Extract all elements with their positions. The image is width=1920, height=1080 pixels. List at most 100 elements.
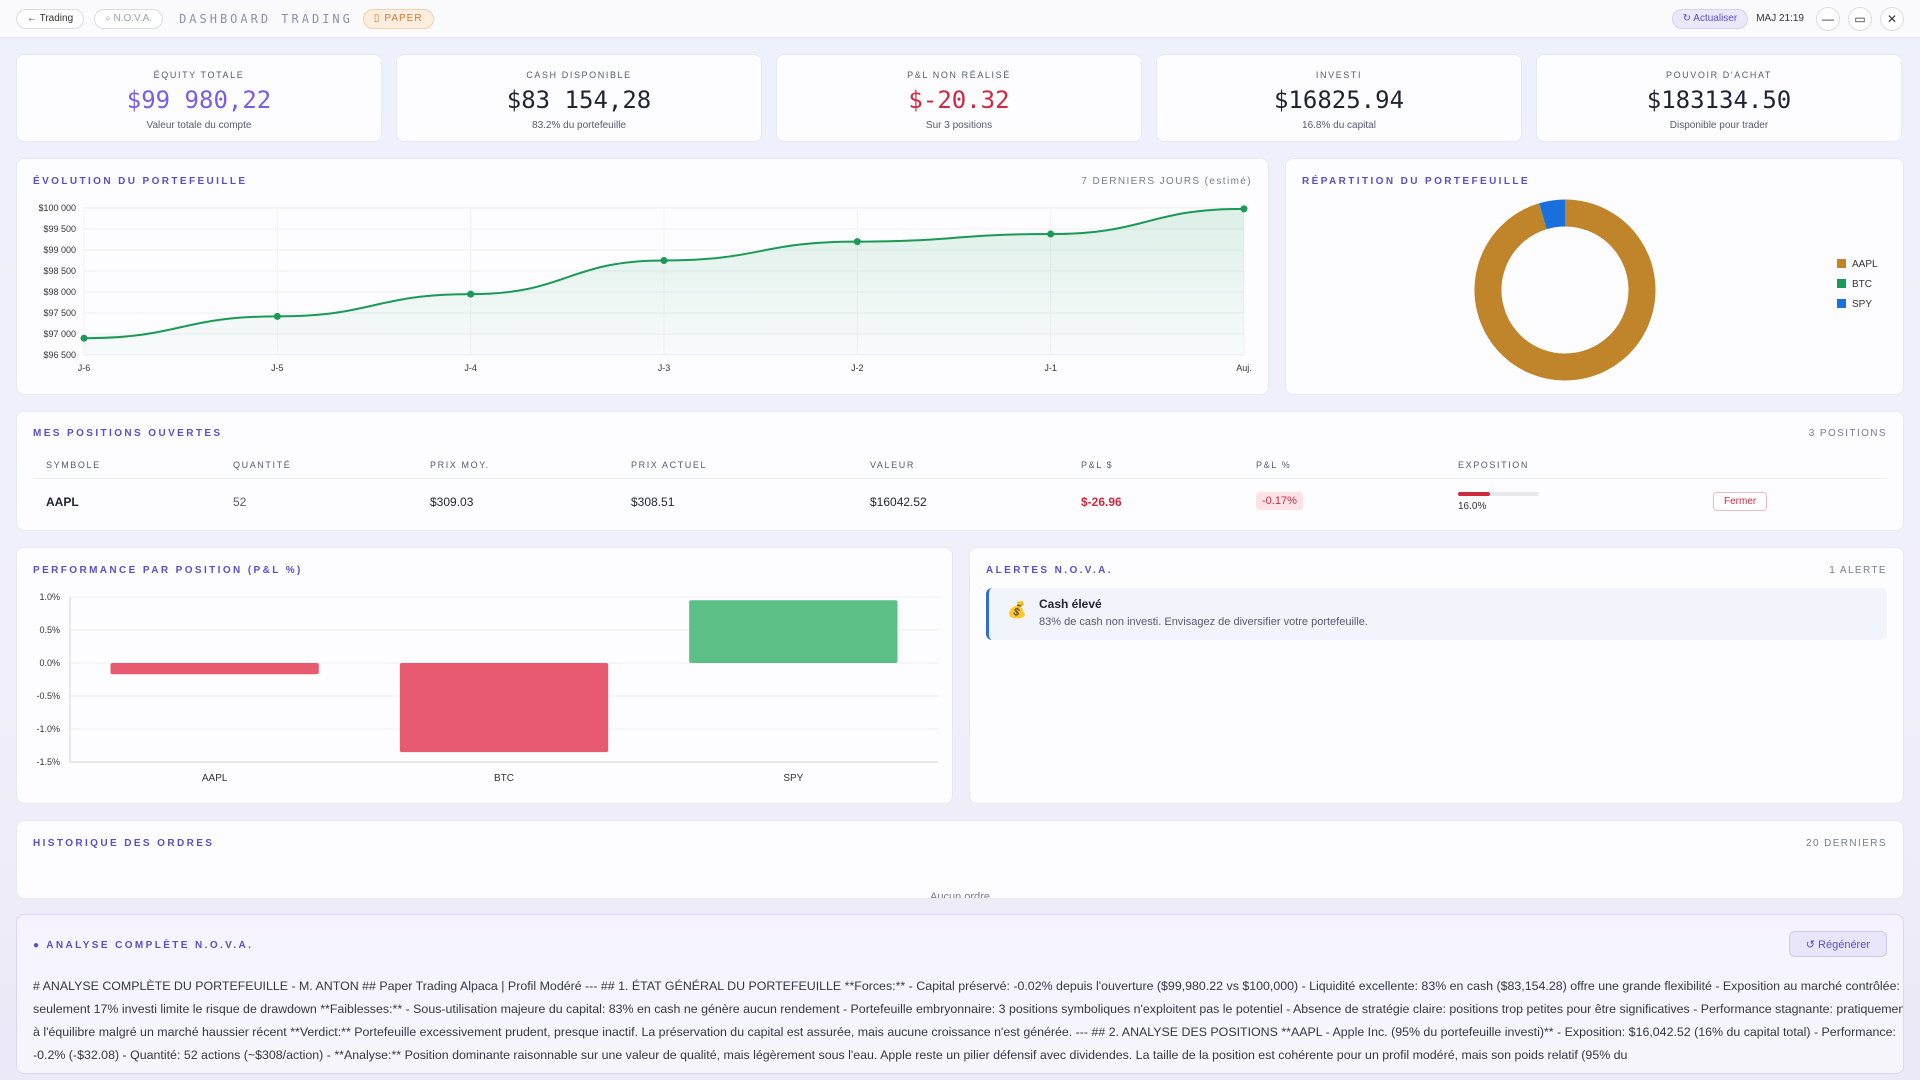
y-tick-label: $96 500 — [43, 350, 76, 360]
data-point — [1047, 230, 1055, 238]
app-title: DASHBOARD TRADING — [179, 11, 353, 26]
row-pnl: $-26.96 — [1081, 495, 1122, 509]
kpi-value: $183134.50 — [1646, 86, 1792, 114]
document-icon: ▯ — [373, 13, 381, 24]
section-range: 7 DERNIERS JOURS (estimé) — [1081, 176, 1252, 187]
x-tick-label: J-4 — [464, 363, 477, 373]
section-title: RÉPARTITION DU PORTEFEUILLE — [1302, 176, 1530, 187]
row-pnl-pct: -0.17% — [1256, 492, 1303, 510]
exposure-bar — [1458, 492, 1539, 496]
x-tick-label: J-3 — [658, 363, 671, 373]
row-exposure: 16.0% — [1458, 501, 1487, 512]
col-quantity: QUANTITÉ — [233, 460, 292, 470]
row-current-price: $308.51 — [631, 495, 675, 509]
analysis-text: # ANALYSE COMPLÈTE DU PORTEFEUILLE - M. … — [33, 979, 1904, 1062]
y-tick-label: -1.5% — [36, 757, 60, 767]
y-tick-label: $97 000 — [43, 329, 76, 339]
portfolio-evolution-card: ÉVOLUTION DU PORTEFEUILLE 7 DERNIERS JOU… — [16, 158, 1269, 395]
refresh-label: ↻ Actualiser — [1682, 13, 1738, 24]
bar-aapl — [110, 663, 319, 675]
kpi-label: POUVOIR D'ACHAT — [1665, 70, 1773, 80]
kpi-value: $16825.94 — [1273, 86, 1405, 114]
section-title: ● ANALYSE COMPLÈTE N.O.V.A. — [33, 940, 254, 951]
alerts-count: 1 ALERTE — [1829, 565, 1887, 576]
section-title: HISTORIQUE DES ORDRES — [33, 838, 215, 849]
maximize-button[interactable]: ▭ — [1848, 6, 1872, 31]
close-position-button[interactable]: Fermer — [1713, 492, 1768, 511]
alert-text: 83% de cash non investi. Envisagez de di… — [1039, 616, 1368, 628]
kpi-sub: 83.2% du portefeuille — [532, 120, 626, 131]
last-update: MAJ 21:19 — [1756, 13, 1804, 24]
kpi-sub: Disponible pour trader — [1669, 120, 1769, 131]
kpi-buying-power: POUVOIR D'ACHAT $183134.50 Disponible po… — [1536, 54, 1902, 142]
row-quantity: 52 — [233, 495, 247, 509]
alerts-card: ALERTES N.O.V.A. 1 ALERTE 💰 Cash élevé 8… — [969, 547, 1904, 804]
nova-search-button[interactable]: ⌕ N.O.V.A. — [94, 8, 164, 29]
x-tick-label: AAPL — [202, 773, 228, 784]
money-bag-icon: 💰 — [1007, 602, 1027, 619]
y-tick-label: -1.0% — [36, 724, 60, 734]
y-tick-label: 1.0% — [39, 592, 60, 602]
legend-label: AAPL — [1852, 259, 1878, 270]
kpi-value: $83 154,28 — [506, 86, 652, 114]
kpi-label: CASH DISPONIBLE — [526, 70, 632, 80]
x-tick-label: J-1 — [1044, 363, 1057, 373]
y-tick-label: $97 500 — [43, 308, 76, 318]
row-symbol: AAPL — [46, 495, 79, 509]
orders-history-card: HISTORIQUE DES ORDRES 20 DERNIERS Aucun … — [16, 820, 1904, 899]
refresh-button[interactable]: ↻ Actualiser — [1671, 8, 1749, 29]
open-positions-card: MES POSITIONS OUVERTES 3 POSITIONS SYMBO… — [16, 411, 1904, 531]
alert-item[interactable]: 💰 Cash élevé 83% de cash non investi. En… — [986, 588, 1887, 640]
kpi-sub: Valeur totale du compte — [146, 120, 252, 131]
legend-swatch — [1837, 259, 1846, 268]
section-title: PERFORMANCE PAR POSITION (P&L %) — [33, 565, 303, 576]
legend-swatch — [1837, 279, 1846, 288]
col-pnl-pct: P&L % — [1256, 460, 1292, 470]
pie-slice-aapl — [1474, 199, 1656, 381]
kpi-label: INVESTI — [1315, 70, 1363, 80]
maximize-icon: ▭ — [1854, 11, 1866, 26]
x-tick-label: BTC — [494, 773, 514, 784]
top-bar: ← Trading ⌕ N.O.V.A. DASHBOARD TRADING ▯… — [0, 0, 1920, 38]
table-divider — [33, 478, 1887, 479]
minimize-button[interactable]: — — [1816, 6, 1840, 31]
x-tick-label: J-2 — [851, 363, 864, 373]
data-point — [273, 312, 281, 320]
series-area — [84, 208, 1244, 355]
alert-title: Cash élevé — [1039, 597, 1102, 611]
kpi-value: $-20.32 — [908, 86, 1010, 114]
kpi-equity: ÉQUITY TOTALE $99 980,22 Valeur totale d… — [16, 54, 382, 142]
evolution-chart: $100 000 $99 500 $99 000 $98 500 $98 000 $97 … — [38, 203, 1251, 373]
nova-label: ⌕ N.O.V.A. — [105, 13, 153, 24]
kpi-sub: Sur 3 positions — [925, 120, 993, 131]
data-point — [80, 334, 88, 342]
bar-spy — [689, 600, 898, 663]
y-tick-label: $99 000 — [43, 245, 76, 255]
kpi-sub: 16.8% du capital — [1302, 120, 1376, 131]
data-point — [660, 257, 668, 264]
legend-label: BTC — [1852, 279, 1872, 290]
regenerate-button[interactable]: ↺ Régénérer — [1788, 931, 1887, 957]
bar-btc — [399, 663, 609, 753]
paper-mode-badge: ▯ PAPER — [362, 8, 434, 29]
close-icon: ✕ — [1886, 11, 1898, 26]
col-symbol: SYMBOLE — [46, 460, 101, 470]
kpi-cash: CASH DISPONIBLE $83 154,28 83.2% du port… — [396, 54, 762, 142]
x-tick-label: SPY — [783, 773, 803, 784]
exposure-bar-fill — [1458, 492, 1491, 496]
performance-chart: 1.0% 0.5% 0.0% -0.5% -1.0% -1.5% AAPL BTC SPY — [36, 592, 938, 784]
nova-analysis-card: ● ANALYSE COMPLÈTE N.O.V.A. ↺ Régénérer … — [16, 914, 1904, 1074]
data-point — [1240, 205, 1248, 213]
section-title: ALERTES N.O.V.A. — [986, 565, 1113, 576]
back-to-trading-button[interactable]: ← Trading — [16, 8, 85, 29]
legend-label: SPY — [1852, 299, 1872, 310]
col-avg-price: PRIX MOY. — [430, 460, 490, 470]
close-button[interactable]: ✕ — [1880, 6, 1904, 31]
section-title: MES POSITIONS OUVERTES — [33, 428, 223, 439]
back-label: ← Trading — [27, 13, 74, 24]
top-right-controls: ↻ Actualiser MAJ 21:19 — ▭ ✕ — [1671, 6, 1904, 31]
section-title: ÉVOLUTION DU PORTEFEUILLE — [33, 176, 248, 187]
y-tick-label: $98 000 — [43, 287, 76, 297]
paper-label: PAPER — [384, 13, 423, 24]
col-current-price: PRIX ACTUEL — [631, 460, 708, 470]
